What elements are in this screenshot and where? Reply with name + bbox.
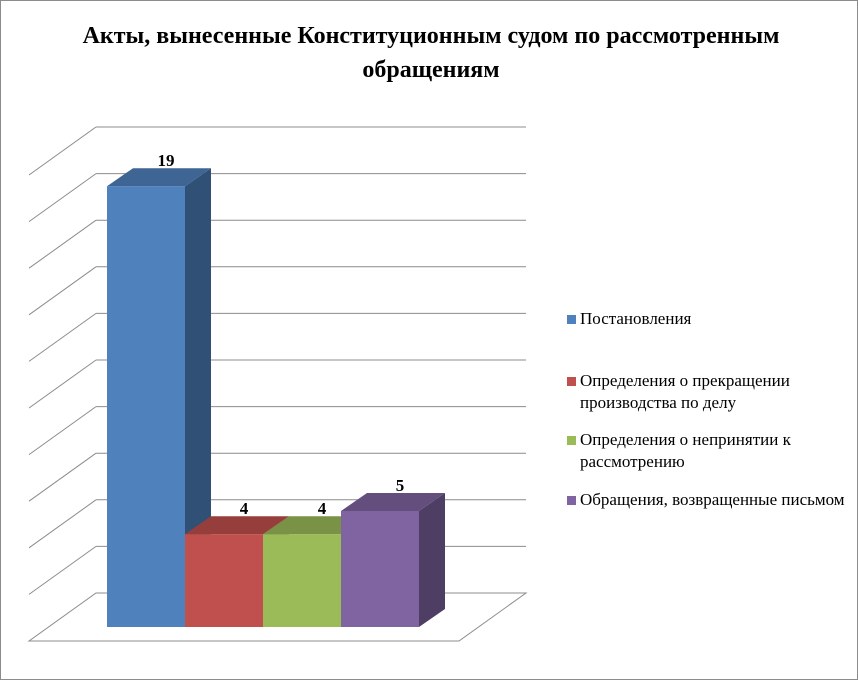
bars-layer bbox=[107, 168, 445, 627]
bar-top bbox=[107, 168, 211, 187]
legend-label: Постановления bbox=[580, 309, 692, 328]
bar-front bbox=[185, 534, 263, 627]
legend-label: Определения о непринятии к рассмотрению bbox=[580, 430, 791, 471]
legend-label: Обращения, возвращенные письмом bbox=[580, 490, 845, 509]
bar-front bbox=[107, 186, 185, 627]
bar-top bbox=[185, 516, 289, 535]
gridline-side bbox=[28, 312, 97, 362]
bar-front bbox=[263, 534, 341, 627]
bar-side bbox=[419, 493, 445, 627]
bar-4 bbox=[341, 493, 445, 627]
legend-swatch bbox=[567, 315, 576, 324]
gridline-side bbox=[28, 266, 97, 316]
legend-label: Определения о прекращении производства п… bbox=[580, 371, 790, 412]
gridline-side bbox=[28, 452, 97, 502]
bar-1 bbox=[107, 168, 211, 627]
gridline-side bbox=[28, 359, 97, 409]
data-label-4: 5 bbox=[396, 476, 405, 495]
data-label-2: 4 bbox=[240, 499, 249, 518]
gridline-side bbox=[28, 406, 97, 456]
data-label-3: 4 bbox=[318, 499, 327, 518]
gridline-side bbox=[28, 173, 97, 223]
legend-swatch bbox=[567, 377, 576, 386]
gridline-side bbox=[28, 219, 97, 269]
floor bbox=[27, 592, 528, 642]
legend-swatch bbox=[567, 436, 576, 445]
bar-front bbox=[341, 511, 419, 627]
floor-layer bbox=[27, 592, 528, 642]
chart-title: Акты, вынесенные Конституционным судом п… bbox=[82, 23, 780, 83]
gridline-side bbox=[28, 545, 97, 595]
legend-swatch bbox=[567, 496, 576, 505]
gridline-side bbox=[28, 126, 97, 176]
gridline-side bbox=[28, 499, 97, 549]
data-label-1: 19 bbox=[158, 151, 175, 170]
bar-top bbox=[341, 493, 445, 511]
labels-layer: 19 4 4 5 bbox=[158, 151, 405, 518]
bar-side bbox=[185, 168, 211, 627]
